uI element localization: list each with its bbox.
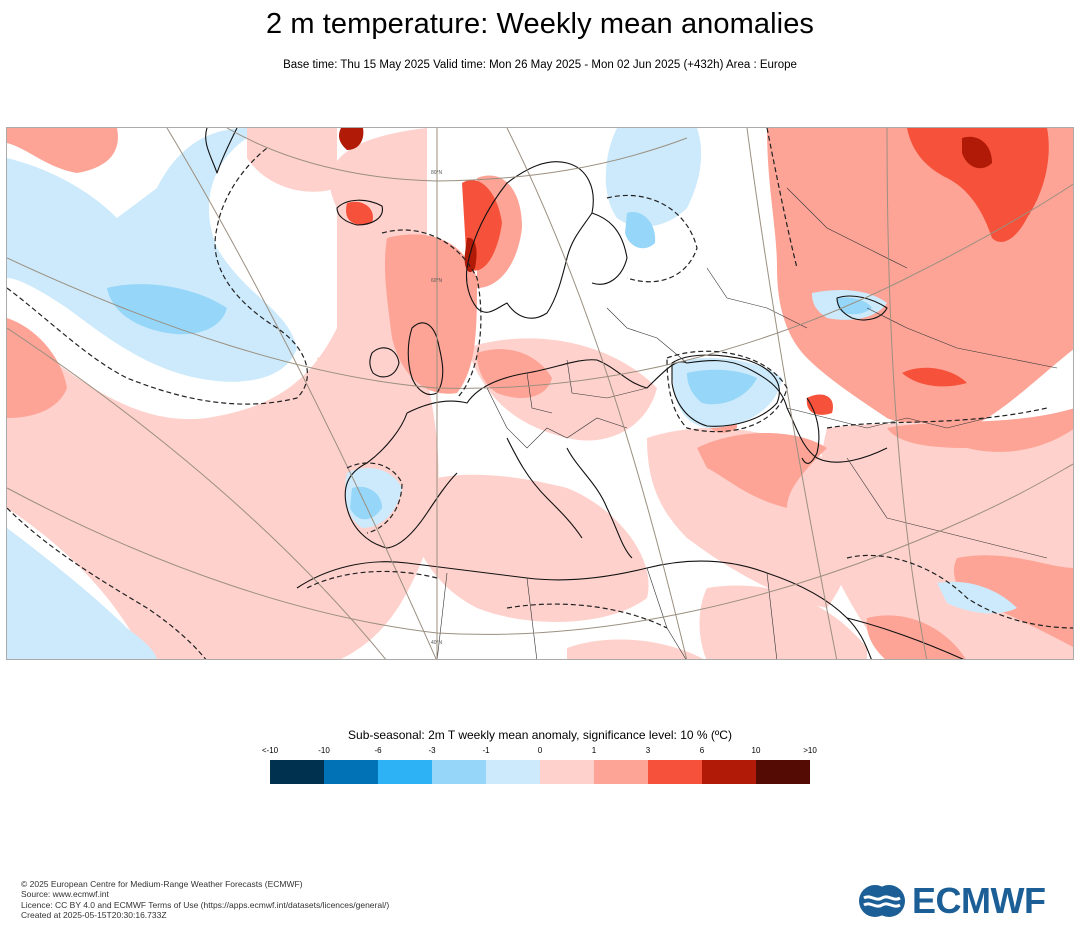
lat-label-80n: 80°N <box>431 170 443 176</box>
legend-tick: -3 <box>428 746 436 755</box>
lat-label-60n: 60°N <box>431 278 443 284</box>
created-line: Created at 2025-05-15T20:30:16.733Z <box>21 909 167 920</box>
legend-swatch <box>324 760 378 784</box>
legend-tick: 3 <box>645 746 651 755</box>
coastline-red-sea <box>846 617 964 659</box>
graticule <box>7 128 1073 659</box>
legend-swatch <box>648 760 702 784</box>
legend-swatch <box>540 760 594 784</box>
footer-credits: © 2025 European Centre for Medium-Range … <box>21 879 389 920</box>
copyright-line: © 2025 European Centre for Medium-Range … <box>21 879 303 889</box>
coastline-italy <box>506 437 583 539</box>
ecmwf-logo-text: ECMWF <box>912 880 1046 921</box>
legend-colorbar <box>270 760 810 784</box>
chart-subtitle: Base time: Thu 15 May 2025 Valid time: M… <box>283 59 797 71</box>
coastline-caucasus-lake <box>836 295 888 321</box>
ecmwf-logo-icon <box>859 885 905 917</box>
source-line: Source: www.ecmwf.int <box>21 889 109 900</box>
legend-ticks: <-10 -10 -6 -3 -1 0 1 3 6 10 >10 <box>262 746 817 758</box>
legend-tick: <-10 <box>261 746 279 755</box>
legend-tick: -1 <box>482 746 490 755</box>
legend-swatch <box>756 760 810 784</box>
legend-tick: 1 <box>591 746 597 755</box>
legend-tick: >10 <box>803 746 817 755</box>
coastline-north-africa <box>296 560 872 659</box>
legend-swatch <box>378 760 432 784</box>
legend-swatch <box>432 760 486 784</box>
significance-contours <box>7 128 1073 659</box>
coastline-iberia <box>344 412 458 549</box>
legend-tick: 0 <box>537 746 543 755</box>
legend-swatch <box>486 760 540 784</box>
coastline-scandinavia <box>465 161 594 319</box>
legend-tick: -6 <box>374 746 382 755</box>
legend-swatch <box>270 760 324 784</box>
coastline-balkans <box>566 447 633 559</box>
ecmwf-logo: ECMWF <box>858 880 1046 921</box>
legend-swatch <box>594 760 648 784</box>
anomaly-field-minus1-0 <box>7 128 1017 659</box>
coastline-black-sea <box>671 354 780 427</box>
legend-tick: 10 <box>751 746 761 755</box>
legend-tick: -10 <box>318 746 330 755</box>
legend-swatch <box>702 760 756 784</box>
coastline-caspian <box>801 397 820 464</box>
legend-tick: 6 <box>699 746 705 755</box>
chart-title: 2 m temperature: Weekly mean anomalies <box>265 8 815 40</box>
anomaly-field-minus3-minus1 <box>107 212 872 520</box>
coastline-iceland <box>336 199 383 226</box>
coastline-finland <box>591 212 628 285</box>
licence-line: Licence: CC BY 4.0 and ECMWF Terms of Us… <box>21 899 390 910</box>
anomaly-map: 80°N 60°N 40°N <box>6 127 1074 660</box>
legend-title: Sub-seasonal: 2m T weekly mean anomaly, … <box>348 728 732 742</box>
coastline-ireland <box>369 347 400 378</box>
lat-label-40n: 40°N <box>431 640 443 646</box>
coastline-greenland <box>205 128 238 174</box>
coastline-mainland-europe <box>406 359 888 463</box>
